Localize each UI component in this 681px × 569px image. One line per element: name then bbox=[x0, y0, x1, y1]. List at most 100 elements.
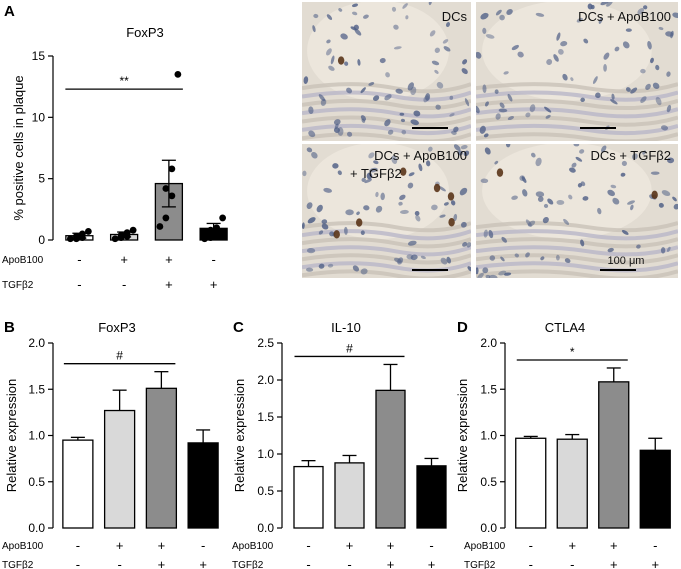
cell-nucleus bbox=[360, 230, 365, 236]
cell-nucleus bbox=[598, 17, 603, 24]
cell-nucleus bbox=[607, 189, 615, 197]
cell-nucleus bbox=[501, 236, 507, 243]
cell-nucleus bbox=[495, 113, 501, 120]
cell-nucleus bbox=[429, 30, 436, 37]
cell-nucleus bbox=[410, 254, 418, 261]
apob100-sign: - bbox=[76, 538, 80, 553]
cell-nucleus bbox=[363, 14, 369, 19]
cell-nucleus bbox=[415, 214, 421, 222]
cell-nucleus bbox=[484, 101, 489, 107]
cell-nucleus bbox=[425, 93, 431, 101]
bar bbox=[515, 437, 547, 529]
cell-nucleus bbox=[407, 240, 417, 246]
cell-nucleus bbox=[542, 216, 549, 224]
y-tick-label: 0.5 bbox=[480, 475, 497, 489]
cell-nucleus bbox=[414, 211, 420, 216]
cell-nucleus bbox=[580, 181, 586, 187]
cell-nucleus bbox=[361, 177, 366, 182]
cell-nucleus bbox=[384, 119, 391, 127]
y-tick-label: 2.0 bbox=[480, 336, 497, 350]
cell-nucleus bbox=[423, 95, 430, 103]
micrograph-tr-label: DCs + ApoB100 bbox=[578, 9, 671, 24]
fibrous-band bbox=[302, 123, 471, 136]
tgfb2-sign: - bbox=[347, 557, 351, 569]
cell-nucleus bbox=[321, 223, 329, 230]
cell-nucleus bbox=[428, 146, 433, 152]
cell-nucleus bbox=[344, 226, 348, 235]
cell-nucleus bbox=[672, 12, 678, 18]
cell-nucleus bbox=[614, 46, 620, 52]
fibrous-band bbox=[476, 229, 678, 241]
cell-nucleus bbox=[443, 202, 449, 206]
tgfb2-sign: + bbox=[610, 557, 618, 569]
fibrous-band bbox=[476, 269, 678, 278]
cell-nucleus bbox=[580, 97, 585, 103]
foxp3-positive-cell bbox=[651, 190, 658, 200]
panel-letter-a: A bbox=[4, 3, 15, 20]
bar bbox=[293, 465, 324, 529]
y-tick-label: 0.5 bbox=[28, 475, 45, 489]
apob100-sign: + bbox=[165, 252, 173, 267]
foxp3-positive-cell bbox=[333, 230, 340, 239]
cell-nucleus bbox=[477, 272, 484, 278]
cell-nucleus bbox=[439, 214, 446, 218]
apob100-sign: - bbox=[306, 538, 310, 553]
cell-nucleus bbox=[354, 28, 362, 36]
significance-label: # bbox=[116, 349, 123, 363]
apob100-sign: + bbox=[568, 538, 576, 553]
cell-nucleus bbox=[308, 106, 314, 115]
cell-nucleus bbox=[398, 201, 403, 206]
y-tick-label: 1.0 bbox=[480, 429, 497, 443]
row-label-tgfb2: TGFβ2 bbox=[2, 280, 34, 291]
cell-nucleus bbox=[661, 125, 669, 131]
tgfb2-sign: - bbox=[306, 557, 310, 569]
cell-nucleus bbox=[460, 221, 467, 228]
cell-nucleus bbox=[345, 209, 354, 216]
cell-nucleus bbox=[303, 76, 309, 84]
cell-nucleus bbox=[655, 96, 662, 106]
cell-nucleus bbox=[443, 46, 451, 52]
data-point bbox=[174, 71, 182, 78]
cell-nucleus bbox=[525, 252, 530, 258]
tgfb2-sign: + bbox=[165, 277, 173, 292]
fibrous-band bbox=[476, 245, 678, 257]
cell-nucleus bbox=[482, 84, 487, 94]
cell-nucleus bbox=[652, 82, 660, 89]
chart-c: IL-10 Relative expression 0.0 0.5 1.0 1.5 2.0 2… bbox=[232, 320, 447, 569]
cell-nucleus bbox=[408, 172, 415, 177]
cell-nucleus bbox=[431, 204, 438, 211]
bar bbox=[334, 462, 365, 529]
cell-nucleus bbox=[640, 68, 646, 74]
cell-nucleus bbox=[529, 104, 536, 113]
y-tick-label: 2.0 bbox=[28, 336, 45, 350]
cell-nucleus bbox=[495, 9, 502, 16]
cell-nucleus bbox=[610, 99, 618, 105]
cell-nucleus bbox=[575, 156, 583, 162]
cell-nucleus bbox=[387, 129, 394, 135]
data-point bbox=[213, 231, 221, 239]
cell-nucleus bbox=[666, 104, 672, 113]
cell-nucleus bbox=[640, 96, 647, 103]
cell-nucleus bbox=[544, 106, 552, 113]
cell-nucleus bbox=[368, 82, 375, 86]
cell-nucleus bbox=[384, 94, 392, 101]
cell-nucleus bbox=[340, 33, 348, 40]
cell-nucleus bbox=[583, 38, 589, 44]
y-tick-label: 1.5 bbox=[28, 382, 45, 396]
cell-nucleus bbox=[568, 194, 573, 200]
chart-b: FoxP3 Relative expression 0.0 0.5 1.0 1.5 2.0 #… bbox=[2, 320, 219, 569]
cell-nucleus bbox=[579, 149, 585, 154]
y-tick-label: 1.0 bbox=[28, 429, 45, 443]
cell-nucleus bbox=[323, 187, 332, 193]
bar bbox=[187, 442, 219, 529]
fibrous-band bbox=[476, 132, 678, 141]
cell-nucleus bbox=[346, 131, 353, 137]
y-tick-label: 0.5 bbox=[257, 484, 274, 498]
cell-nucleus bbox=[302, 170, 307, 177]
cell-nucleus bbox=[482, 267, 489, 274]
chart-title: CTLA4 bbox=[545, 320, 585, 335]
cell-nucleus bbox=[595, 92, 601, 99]
fibrous-band bbox=[476, 221, 678, 233]
apob100-sign: + bbox=[158, 538, 166, 553]
